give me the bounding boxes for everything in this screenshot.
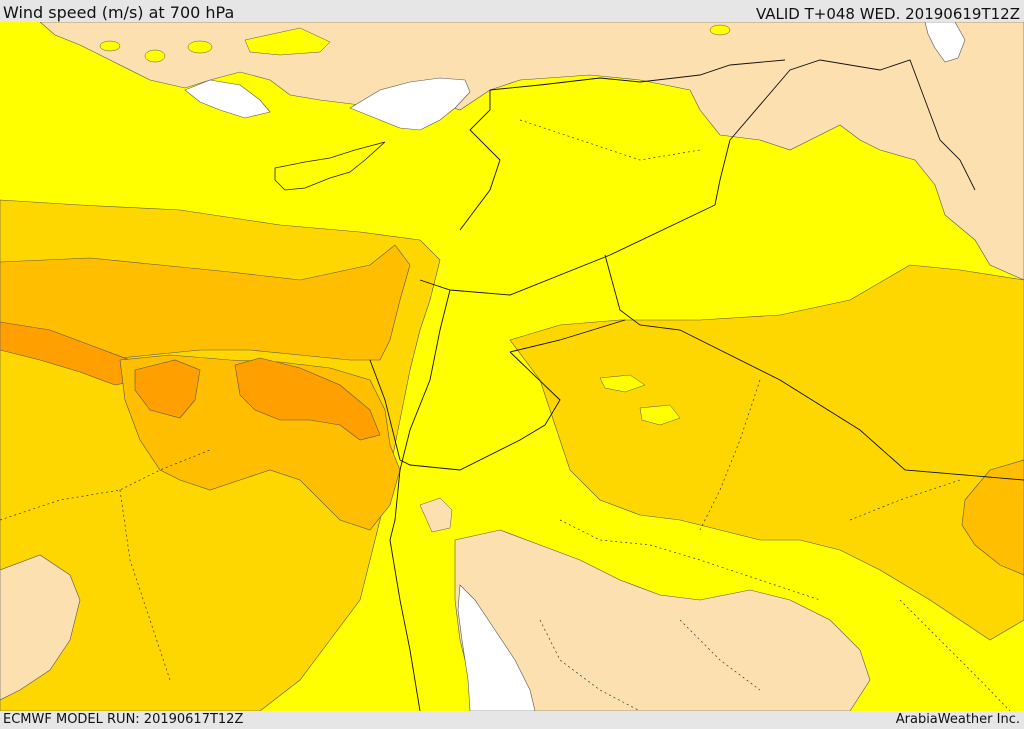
- footer-bar: ECMWF MODEL RUN: 20190617T12Z ArabiaWeat…: [0, 711, 1024, 729]
- model-run-label: ECMWF MODEL RUN: 20190617T12Z: [3, 712, 244, 727]
- map-title: Wind speed (m/s) at 700 hPa: [3, 3, 235, 22]
- water-black-sea-east: [349, 77, 471, 131]
- wind-band-20-25-sinai: [234, 357, 381, 441]
- wind-map: [0, 22, 1024, 711]
- calm-region-sudan: [0, 554, 81, 701]
- header-bar: Wind speed (m/s) at 700 hPa VALID T+048 …: [0, 0, 1024, 23]
- credit-label: ArabiaWeather Inc.: [895, 712, 1020, 727]
- cyprus-outline: [274, 141, 386, 191]
- valid-time: VALID T+048 WED. 20190619T12Z: [755, 5, 1020, 23]
- water-black-sea: [184, 79, 271, 119]
- province-boundaries: [0, 119, 1011, 711]
- wind-band-20-25-egypt: [134, 359, 201, 419]
- wind-band-10-15-arabia: [509, 264, 1024, 641]
- country-borders: [369, 59, 1024, 711]
- calm-region-north: [39, 22, 1024, 281]
- wind-band-15-20-east: [961, 459, 1024, 576]
- water-caspian: [924, 22, 966, 63]
- water-red-sea: [457, 584, 536, 711]
